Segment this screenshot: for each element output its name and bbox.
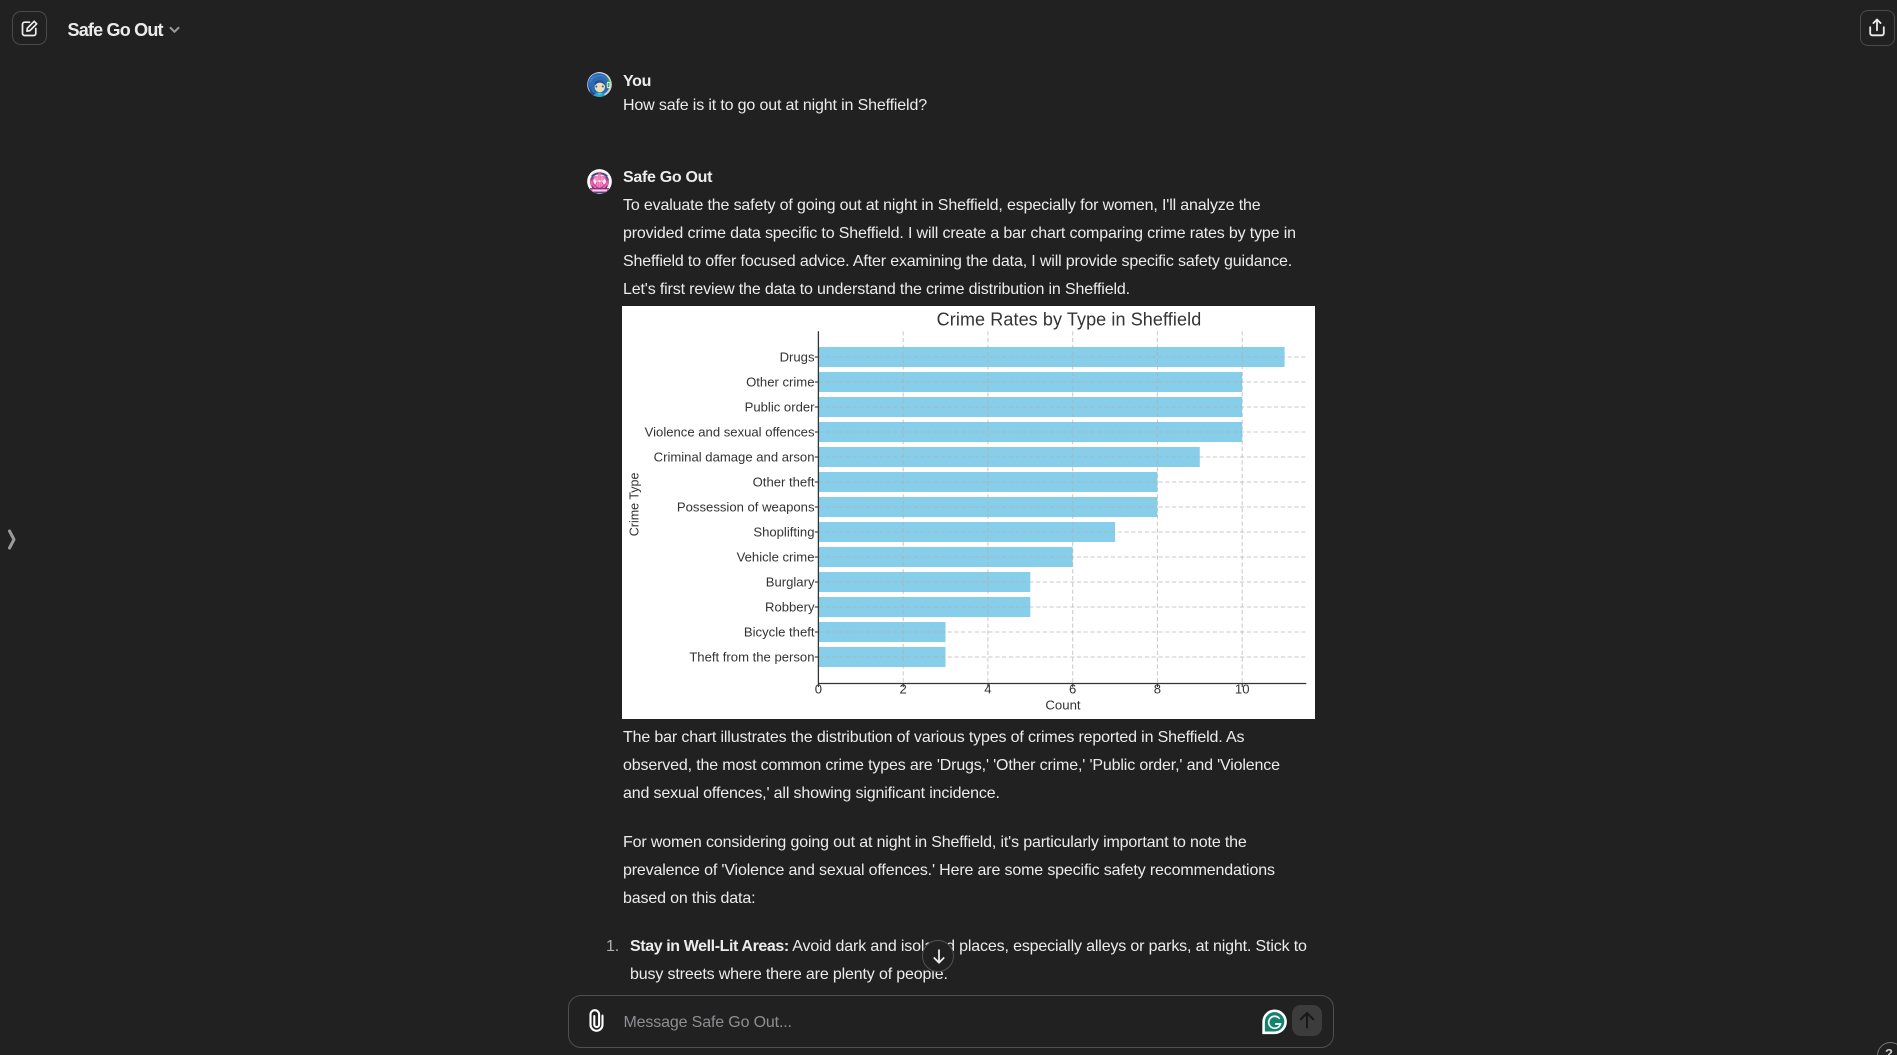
svg-text:Possession of weapons: Possession of weapons: [677, 499, 815, 514]
svg-text:Shoplifting: Shoplifting: [753, 524, 814, 539]
svg-text:Vehicle crime: Vehicle crime: [737, 549, 815, 564]
svg-text:Other crime: Other crime: [746, 374, 814, 389]
svg-text:Robbery: Robbery: [765, 599, 815, 614]
svg-text:2: 2: [900, 681, 907, 696]
svg-text:Criminal damage and arson: Criminal damage and arson: [654, 449, 815, 464]
svg-text:Count: Count: [1045, 697, 1081, 712]
svg-text:Bicycle theft: Bicycle theft: [744, 624, 815, 639]
svg-text:8: 8: [1154, 681, 1161, 696]
svg-text:Other theft: Other theft: [753, 474, 815, 489]
svg-text:Burglary: Burglary: [766, 574, 815, 589]
svg-text:Drugs: Drugs: [780, 349, 815, 364]
svg-text:4: 4: [984, 681, 991, 696]
svg-text:10: 10: [1235, 681, 1250, 696]
svg-text:Crime Rates by Type in Sheffie: Crime Rates by Type in Sheffield: [937, 309, 1202, 329]
svg-text:Theft from the person: Theft from the person: [689, 649, 814, 664]
svg-text:Public order: Public order: [745, 399, 816, 414]
svg-text:6: 6: [1069, 681, 1076, 696]
svg-text:Violence and sexual offences: Violence and sexual offences: [645, 424, 815, 439]
svg-text:0: 0: [815, 681, 822, 696]
svg-text:Crime Type: Crime Type: [628, 472, 642, 536]
